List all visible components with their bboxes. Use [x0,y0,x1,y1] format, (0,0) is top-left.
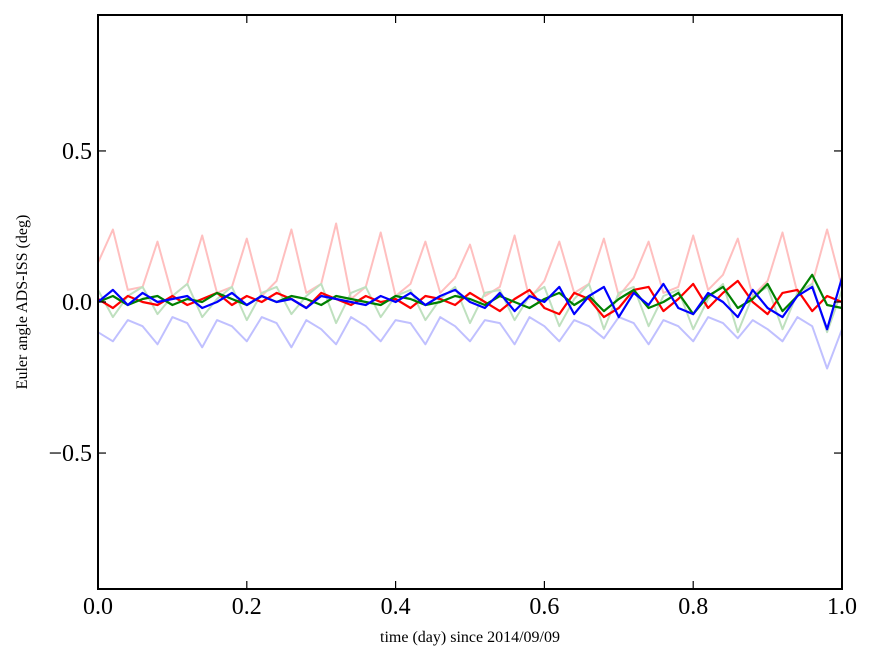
tick-layer: 0.0 0.2 0.4 0.6 0.8 1.0 −0.5 0.0 0.5 [48,15,857,620]
series-line-1 [97,222,843,300]
series-line-5 [97,273,843,316]
x-tick-label: 1.0 [827,594,857,620]
x-axis-label: time (day) since 2014/09/09 [380,629,560,646]
y-tick-label: 0.0 [62,290,92,316]
x-tick-label: 0.4 [381,594,411,620]
series-layer [97,222,844,370]
y-tick-label: −0.5 [48,441,92,467]
series-line-6 [97,277,844,331]
series-line-3 [97,316,843,370]
x-tick-label: 0.8 [678,594,708,620]
y-axis-label: Euler angle ADS-ISS (deg) [14,215,31,390]
y-tick-label: 0.5 [62,139,92,165]
x-tick-label: 0.2 [232,594,262,620]
x-tick-label: 0.0 [83,594,113,620]
x-tick-label: 0.6 [529,594,559,620]
